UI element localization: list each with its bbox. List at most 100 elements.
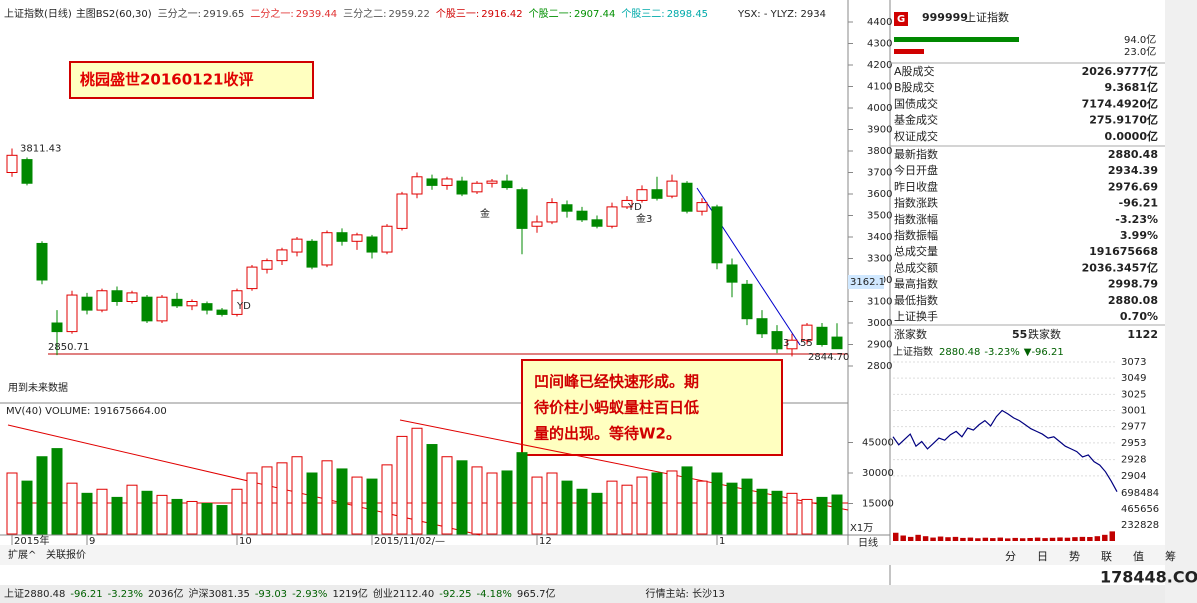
candle-body	[156, 296, 168, 322]
mini-volume-bar	[922, 536, 929, 541]
x-tick-label: 9	[89, 536, 95, 547]
candle-body	[396, 193, 408, 229]
mini-volume-bar	[975, 538, 981, 541]
indicator-value: 2959.22	[388, 9, 429, 20]
code: 999999	[922, 11, 968, 24]
volume-bar	[576, 488, 588, 535]
row-value: 3.99%	[1120, 229, 1158, 242]
row-value: 2026.9777亿	[1082, 64, 1158, 78]
candle-body	[531, 221, 543, 227]
candle-body	[201, 303, 213, 311]
candle-body	[261, 260, 273, 270]
mini-volume-bar	[1034, 537, 1041, 541]
indicator: 主图BS2(60,30)	[76, 8, 152, 20]
y-tick-label: 3100	[867, 297, 892, 308]
y-tick-label: 2953	[1121, 438, 1146, 449]
row-label: A股成交	[894, 64, 935, 78]
panel-tab: 日	[1037, 550, 1048, 563]
mini-volume-bar	[1027, 537, 1033, 541]
row-label: 总成交额	[894, 260, 938, 274]
panel-tab: 分	[1005, 550, 1016, 563]
panel-tab: 值	[1133, 550, 1144, 563]
row-value: 2934.39	[1108, 164, 1158, 177]
unit: X1万	[850, 523, 873, 534]
candle-body	[441, 178, 453, 186]
volume-bar	[696, 480, 708, 535]
indicator-value: 2898.45	[667, 9, 708, 20]
volume-bar	[201, 503, 213, 535]
row-value: 2036.3457亿	[1082, 260, 1158, 274]
period: 日线	[858, 536, 878, 549]
status-item: 1219亿	[332, 587, 367, 600]
candle-body	[126, 292, 138, 302]
down-count: 1122	[1127, 328, 1158, 341]
indicator-label: 二分之一:	[250, 7, 293, 20]
comment-box	[521, 359, 783, 456]
buy-amount: 94.0亿	[1124, 33, 1156, 46]
mini-volume-bar	[945, 537, 951, 541]
candle-body	[606, 206, 618, 227]
volume-bar	[831, 494, 843, 535]
volume-bar	[6, 472, 18, 535]
volume-bar	[216, 505, 228, 535]
ysx: YSX: - YLYZ: 2934	[737, 9, 826, 20]
mini-volume-bar	[1012, 537, 1018, 541]
row-label: 最高指数	[894, 277, 938, 291]
mini-volume-bar	[1049, 537, 1056, 541]
mini-chg: ▼-96.21	[1024, 347, 1064, 358]
candle-body	[51, 322, 63, 333]
candle-body	[141, 296, 153, 322]
row-label: 指数振幅	[894, 228, 938, 242]
volume-bar	[291, 456, 303, 535]
mini-volume-bar	[900, 535, 906, 541]
low-label: 2850.71	[48, 342, 89, 353]
bottom-tab: 关联报价	[46, 548, 86, 561]
signal: YD	[627, 202, 642, 213]
y-tick-label: 4200	[867, 60, 892, 71]
x-tick-label: 2015年	[14, 534, 49, 547]
volume-bar	[156, 494, 168, 535]
status-bar	[0, 585, 1165, 603]
x-tick-label: 2015/11/02/—	[374, 536, 445, 547]
mini-volume-bar	[930, 537, 936, 541]
candle-body	[591, 219, 603, 227]
mini-header: 上证指数 2880.48 -3.23% ▼-96.21	[893, 345, 1064, 358]
tab-bar	[0, 545, 1165, 565]
status-item: -92.25	[439, 589, 471, 600]
candle-body	[801, 324, 813, 341]
row-label: 国债成交	[894, 96, 938, 110]
mini-volume-bar	[967, 537, 974, 541]
note-title: 桃园盛世20160121收评	[80, 71, 254, 89]
up-count: 55	[1012, 328, 1027, 341]
candle-body	[321, 232, 333, 266]
bottom-tab: 扩展^	[8, 548, 36, 561]
y-tick-label: 3025	[1121, 389, 1146, 400]
mini-volume-bar	[952, 536, 959, 541]
volume-bar	[456, 460, 468, 535]
status-item: 沪深3081.35	[188, 587, 249, 600]
status-item: -96.21	[70, 589, 102, 600]
x-tick-label: 1	[719, 536, 725, 547]
row-value: 2880.08	[1108, 294, 1158, 307]
mini-pct: -3.23%	[984, 347, 1019, 358]
candle-body	[411, 176, 423, 195]
signal: 金	[480, 207, 490, 220]
candle-body	[81, 296, 93, 311]
row-label: 最新指数	[894, 147, 938, 161]
price-tag	[848, 275, 884, 289]
volume-bar	[516, 452, 528, 535]
candle-body	[171, 298, 183, 307]
y-tick-label: 232828	[1121, 520, 1159, 531]
candle-body	[696, 202, 708, 212]
mini-volume-bar	[1102, 534, 1108, 541]
volume-bar	[726, 482, 738, 535]
candle-body	[351, 234, 363, 242]
status-item: 2036亿	[148, 587, 183, 600]
candle-body	[306, 240, 318, 268]
volume-bar	[786, 492, 798, 535]
scrollbar[interactable]	[1165, 0, 1197, 603]
down-label: 跌家数	[1028, 327, 1061, 341]
volume-bar	[801, 498, 813, 535]
candle-body	[111, 290, 123, 302]
mini-volume-bar	[915, 534, 921, 541]
